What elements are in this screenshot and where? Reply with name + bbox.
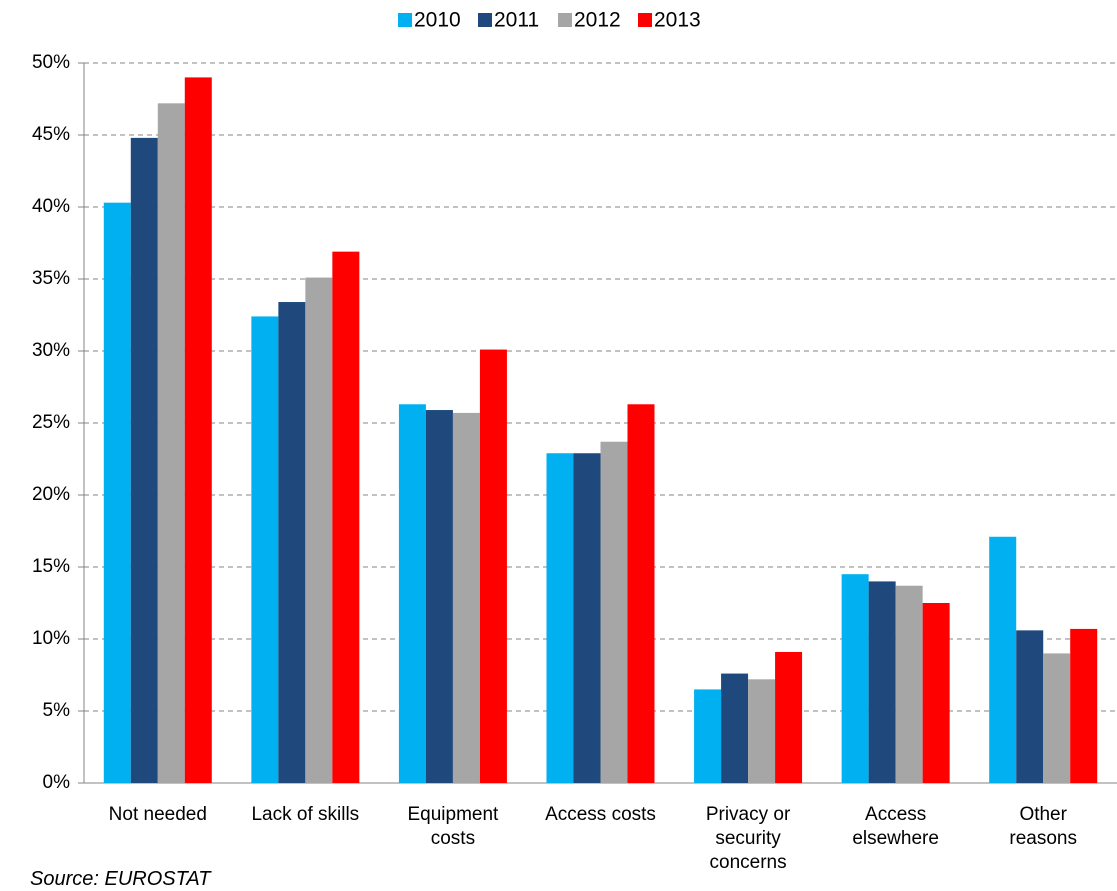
y-tick-label: 15% xyxy=(32,556,70,577)
legend-swatch xyxy=(558,13,572,27)
y-tick-label: 25% xyxy=(32,412,70,433)
source-note: Source: EUROSTAT xyxy=(30,868,211,890)
bar xyxy=(694,689,722,783)
bar xyxy=(452,412,480,783)
bar xyxy=(573,453,601,783)
legend-swatch xyxy=(398,13,412,27)
y-tick-label: 20% xyxy=(32,484,70,505)
bar xyxy=(600,441,628,783)
y-tick-label: 5% xyxy=(43,700,71,721)
bar xyxy=(251,316,279,783)
bar xyxy=(989,536,1017,783)
y-tick-label: 40% xyxy=(32,196,70,217)
bar xyxy=(479,349,507,783)
bar xyxy=(332,251,360,783)
x-tick-label: Privacy or security concerns xyxy=(705,804,791,873)
legend-swatch xyxy=(638,13,652,27)
bar xyxy=(130,137,158,783)
bar xyxy=(895,585,923,783)
bar xyxy=(721,673,749,783)
legend-label: 2011 xyxy=(494,9,539,32)
bar xyxy=(305,277,333,783)
x-tick-label: Access elsewhere xyxy=(852,804,939,849)
x-tick-label: Equipment costs xyxy=(407,804,499,849)
x-tick-label: Access costs xyxy=(545,804,656,825)
bar xyxy=(546,453,574,783)
bar xyxy=(398,404,426,783)
bar xyxy=(157,103,185,783)
bar xyxy=(868,581,896,783)
legend-label: 2013 xyxy=(654,9,701,32)
x-tick-label: Other reasons xyxy=(1009,804,1077,849)
bar xyxy=(748,679,776,783)
y-tick-label: 50% xyxy=(32,52,70,73)
bar xyxy=(278,302,306,783)
y-tick-label: 35% xyxy=(32,268,70,289)
y-tick-label: 10% xyxy=(32,628,70,649)
bar xyxy=(425,410,453,783)
y-tick-label: 45% xyxy=(32,124,70,145)
bar xyxy=(1043,653,1071,783)
bar xyxy=(1070,628,1098,783)
legend-label: 2010 xyxy=(414,9,461,32)
x-tick-label: Not needed xyxy=(108,804,207,825)
bar xyxy=(922,603,950,783)
bar xyxy=(184,77,212,783)
legend-swatch xyxy=(478,13,492,27)
y-tick-label: 0% xyxy=(43,772,71,793)
bar xyxy=(103,202,131,783)
bar xyxy=(775,651,803,783)
legend-label: 2012 xyxy=(574,9,621,32)
bar xyxy=(841,574,869,783)
x-tick-label: Lack of skills xyxy=(251,804,360,825)
y-tick-label: 30% xyxy=(32,340,70,361)
bar xyxy=(1016,630,1044,783)
bar xyxy=(627,404,655,783)
